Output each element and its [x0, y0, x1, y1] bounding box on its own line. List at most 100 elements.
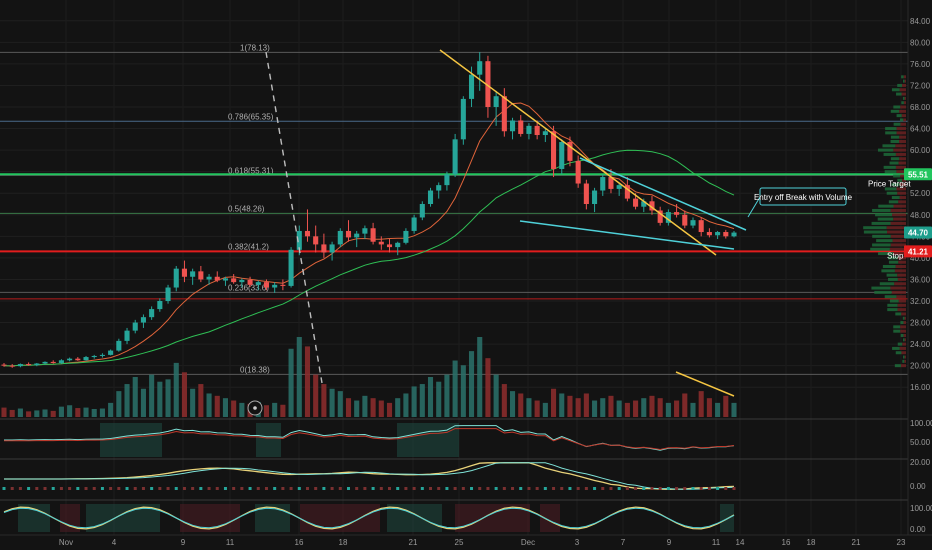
candle-body [460, 98, 466, 140]
volume-bar [91, 409, 97, 417]
dashed-trendline [265, 51, 323, 384]
fib-label: 0.382(41.2) [228, 242, 269, 251]
macd-histogram-bar [141, 487, 145, 490]
volume-bar [17, 408, 23, 417]
time-tick-label: 11 [226, 538, 235, 547]
volume-bar [214, 395, 220, 417]
volume-profile-bar-up [881, 269, 895, 273]
volume-profile-bar-up [879, 282, 895, 286]
candle-body [583, 183, 589, 204]
macd-histogram-bar [642, 487, 646, 490]
annotations[interactable]: Price Target Stop Entry off Break with Vol… [754, 180, 911, 261]
time-tick-label: 18 [339, 538, 348, 547]
candle-body [272, 284, 278, 288]
price-tick-label: 48.00 [910, 211, 931, 220]
volume-profile-bar-up [883, 165, 896, 169]
candle-body [1, 364, 7, 366]
volume-profile-bar-up [889, 299, 899, 303]
volume-profile-bar-down [891, 290, 906, 294]
candle-body [17, 364, 23, 367]
candle-body [411, 217, 417, 231]
macd-histogram-bar [420, 487, 424, 490]
volume-bar [534, 400, 540, 417]
panel-tick-label: 0.00 [910, 482, 926, 491]
volume-profile-bar-up [903, 79, 905, 83]
volume-profile-bar-up [884, 187, 897, 191]
volume-profile-bar-down [900, 105, 906, 109]
volume-bar [9, 409, 15, 417]
volume-profile-bar-up [893, 325, 901, 329]
macd-histogram-bar [593, 487, 597, 490]
volume-profile-bar-up [885, 131, 897, 135]
candle-body [67, 358, 73, 361]
volume-profile-bar-up [876, 239, 893, 243]
macd-histogram-bar [59, 487, 63, 490]
volume-bar [165, 379, 171, 417]
macd-histogram-bar [174, 487, 178, 490]
volume-profile-bar-down [898, 260, 906, 264]
time-tick-label: 23 [897, 538, 906, 547]
volume-bar [50, 410, 56, 417]
volume-bar [206, 393, 212, 417]
macd-histogram-bar [207, 487, 211, 490]
candle-body [149, 309, 155, 318]
macd-histogram-bar [609, 487, 613, 490]
volume-profile-bar-down [904, 316, 906, 320]
candle-body [485, 61, 491, 107]
candle-body [288, 249, 294, 286]
volume-profile-bar-down [903, 118, 906, 122]
candle-body [436, 185, 442, 191]
volume-profile-bar-down [897, 191, 906, 195]
volume-bar [190, 388, 196, 417]
time-tick-label: 16 [782, 538, 791, 547]
price-axis[interactable]: 84.0080.0076.0072.0068.0064.0060.0056.00… [907, 0, 932, 550]
macd-histogram-bar [281, 487, 285, 490]
macd-histogram-bar [35, 487, 39, 490]
candle-body [624, 185, 630, 199]
trend-drawings[interactable] [247, 49, 761, 416]
macd-histogram-bar [519, 487, 523, 490]
volume-profile-bar-down [901, 114, 906, 118]
volume-profile-bar-down [896, 170, 906, 174]
volume-profile-bar-down [893, 148, 906, 152]
fib-label: 0.5(48.26) [228, 204, 265, 213]
volume-profile-bar-down [890, 234, 906, 238]
volume-profile-bar-up [890, 157, 900, 161]
volume-bar [460, 365, 466, 417]
volume-profile-bar-up [889, 161, 899, 165]
macd-histogram-bar [305, 487, 309, 490]
candle-body [731, 232, 737, 237]
volume-bar [108, 402, 114, 417]
volume-profile-bar-up [877, 217, 894, 221]
candle-body [559, 142, 565, 169]
fib-retracement[interactable]: 1(78.13) 0.786(65.35) 0.618(55.31) 0.5(48.2… [0, 43, 908, 375]
candle-body [280, 284, 286, 286]
price-badges: 55.51 44.70 41.21 [904, 168, 932, 258]
time-axis[interactable]: Nov 4 9 11 16 18 21 25 Dec 3 7 9 11 14 16 18 21 23 [0, 534, 932, 550]
macd-signal-line [4, 462, 735, 490]
candle-body [99, 354, 105, 356]
volume-bar [354, 400, 360, 417]
volume-bar [329, 388, 335, 417]
macd-histogram-bar [264, 487, 268, 490]
price-badge [904, 168, 932, 181]
volume-profile-bar-down [904, 96, 906, 100]
macd-histogram-bar [732, 487, 736, 490]
price-badge [904, 245, 932, 258]
volume-profile-bar-down [887, 230, 906, 234]
macd-histogram-bar [707, 487, 711, 490]
volume-bar [649, 395, 655, 417]
volume-profile-bar-up [878, 252, 894, 256]
candle-body [140, 317, 146, 323]
time-tick-label: 9 [667, 538, 672, 547]
macd-histogram-bar [429, 487, 433, 490]
volume-bar [403, 393, 409, 417]
macd-histogram-bar [256, 487, 260, 490]
panel-highlight [256, 423, 281, 457]
volume-profile-bar-down [897, 303, 906, 307]
volume-bar [411, 386, 417, 417]
volume-profile-bar-up [895, 351, 902, 355]
price-badge-label: 55.51 [908, 170, 929, 179]
